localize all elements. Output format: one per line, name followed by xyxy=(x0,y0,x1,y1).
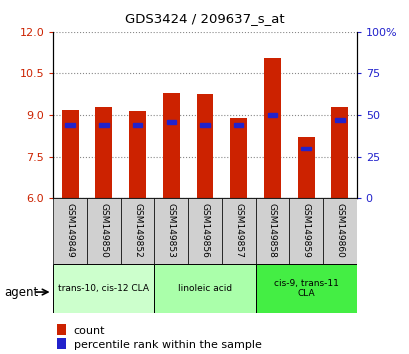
Text: GSM149857: GSM149857 xyxy=(234,204,243,258)
Bar xyxy=(301,147,310,150)
Text: linoleic acid: linoleic acid xyxy=(178,284,231,293)
Text: trans-10, cis-12 CLA: trans-10, cis-12 CLA xyxy=(58,284,149,293)
Bar xyxy=(162,93,179,198)
Text: cis-9, trans-11
CLA: cis-9, trans-11 CLA xyxy=(273,279,338,298)
Text: count: count xyxy=(74,326,105,336)
Text: GSM149859: GSM149859 xyxy=(301,204,310,258)
Bar xyxy=(99,123,108,127)
Bar xyxy=(120,198,154,264)
Bar xyxy=(62,109,79,198)
Bar xyxy=(57,338,66,349)
Bar xyxy=(200,123,209,127)
Bar xyxy=(188,198,221,264)
Bar xyxy=(133,123,142,127)
Text: agent: agent xyxy=(4,286,38,298)
Text: GDS3424 / 209637_s_at: GDS3424 / 209637_s_at xyxy=(125,12,284,25)
Bar xyxy=(330,107,347,198)
Bar xyxy=(263,58,280,198)
Bar xyxy=(297,137,314,198)
Bar xyxy=(196,94,213,198)
Text: GSM149849: GSM149849 xyxy=(65,204,74,258)
Bar xyxy=(57,324,66,335)
Bar xyxy=(255,198,289,264)
Bar xyxy=(234,123,243,127)
Bar xyxy=(289,198,322,264)
Bar xyxy=(322,198,356,264)
Bar xyxy=(166,120,175,124)
Bar xyxy=(154,264,255,313)
Text: GSM149850: GSM149850 xyxy=(99,204,108,258)
Bar xyxy=(129,111,146,198)
Bar xyxy=(334,118,344,122)
Bar xyxy=(53,198,87,264)
Bar xyxy=(95,107,112,198)
Bar xyxy=(230,118,247,198)
Text: GSM149858: GSM149858 xyxy=(267,204,276,258)
Bar xyxy=(65,123,75,127)
Text: GSM149856: GSM149856 xyxy=(200,204,209,258)
Bar xyxy=(53,264,154,313)
Bar xyxy=(221,198,255,264)
Text: GSM149852: GSM149852 xyxy=(133,204,142,258)
Bar xyxy=(267,113,276,117)
Bar xyxy=(154,198,188,264)
Bar xyxy=(87,198,120,264)
Text: percentile rank within the sample: percentile rank within the sample xyxy=(74,340,261,350)
Text: GSM149860: GSM149860 xyxy=(335,204,344,258)
Bar xyxy=(255,264,356,313)
Text: GSM149853: GSM149853 xyxy=(166,204,175,258)
